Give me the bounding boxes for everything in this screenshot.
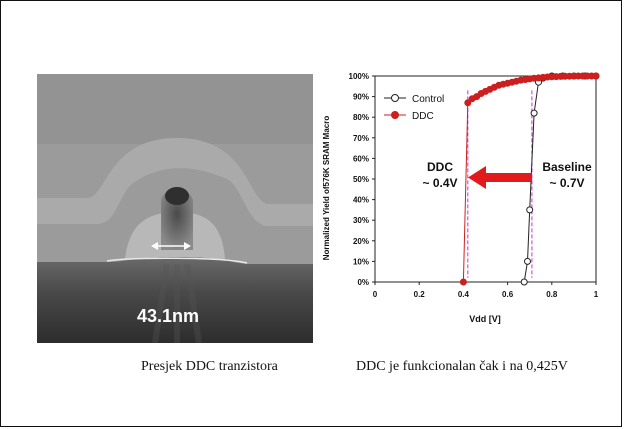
y-tick-label: 0% <box>357 278 369 287</box>
legend-ddc-marker <box>391 111 399 119</box>
x-ticks: 0 0.2 0.4 0.6 0.8 1 <box>373 282 599 299</box>
data-point-ddc <box>464 99 472 107</box>
annotation-baseline-line1: Baseline <box>542 160 592 174</box>
y-tick-label: 30% <box>353 216 369 225</box>
y-tick-label: 40% <box>353 196 369 205</box>
caption-left: Presjek DDC tranzistora <box>141 359 278 374</box>
legend-control-marker <box>391 94 399 102</box>
x-tick-label: 0.6 <box>502 290 514 299</box>
annotation-ddc-line2: ~ 0.4V <box>422 176 457 190</box>
data-point-control <box>520 278 528 286</box>
x-tick-label: 0.4 <box>458 290 470 299</box>
y-tick-label: 80% <box>353 113 369 122</box>
y-tick-label: 50% <box>353 175 369 184</box>
yield-chart: Normalized Yield of576K SRAM Macro 0%10%… <box>322 72 600 324</box>
annotation-baseline: Baseline ~ 0.7V <box>535 158 594 192</box>
y-tick-label: 10% <box>353 257 369 266</box>
guide-lines <box>467 90 533 278</box>
annotation-ddc: DDC ~ 0.4V <box>422 160 457 190</box>
annotation-baseline-line2: ~ 0.7V <box>549 176 584 190</box>
legend-ddc-label: DDC <box>412 111 434 122</box>
series-points <box>459 72 600 286</box>
x-axis-label: Vdd [V] <box>469 314 501 324</box>
x-tick-label: 0 <box>373 290 378 299</box>
annotation-ddc-line1: DDC <box>427 160 453 174</box>
caption-right: DDC je funkcionalan čak i na 0,425V <box>356 359 568 374</box>
y-tick-label: 60% <box>353 154 369 163</box>
y-tick-label: 90% <box>353 93 369 102</box>
y-tick-label: 70% <box>353 134 369 143</box>
y-axis-label: Normalized Yield of576K SRAM Macro <box>322 116 331 261</box>
x-tick-label: 0.2 <box>414 290 426 299</box>
tem-cross-section-image <box>37 74 313 343</box>
x-tick-label: 0.8 <box>546 290 558 299</box>
y-tick-label: 100% <box>349 72 369 81</box>
data-point-control <box>530 109 538 117</box>
arrow-baseline-to-ddc <box>468 166 532 189</box>
x-tick-label: 1 <box>594 290 599 299</box>
scale-label: 43.1nm <box>137 306 200 326</box>
y-tick-label: 20% <box>353 237 369 246</box>
data-point-control <box>526 206 534 214</box>
legend-control-label: Control <box>412 94 444 105</box>
data-point-ddc <box>459 278 467 286</box>
legend: Control DDC <box>384 94 444 122</box>
data-point-ddc <box>592 72 600 80</box>
y-ticks: 0% 10% 20% 30% 40% 50% 60% 70% 80% 90% 100% <box>349 72 375 287</box>
data-point-control <box>524 257 531 265</box>
